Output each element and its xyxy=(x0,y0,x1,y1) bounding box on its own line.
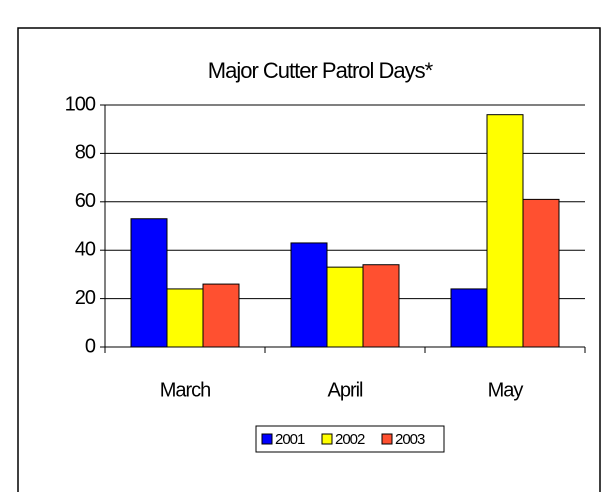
legend-label: 2003 xyxy=(395,431,425,448)
bar xyxy=(290,242,328,348)
x-tick-label: April xyxy=(327,379,363,401)
chart-title: Major Cutter Patrol Days* xyxy=(208,58,434,83)
legend-swatch xyxy=(321,433,333,445)
y-tick-label: 60 xyxy=(75,190,96,212)
legend-label: 2002 xyxy=(335,431,365,448)
y-tick-label: 100 xyxy=(65,93,96,115)
x-tick-label: May xyxy=(488,379,524,401)
legend-swatch xyxy=(381,433,393,445)
y-tick-label: 80 xyxy=(75,142,96,164)
bar xyxy=(166,288,204,348)
legend-swatch xyxy=(261,433,273,445)
y-tick-label: 0 xyxy=(85,335,96,357)
bar xyxy=(130,218,168,348)
y-tick-label: 40 xyxy=(75,238,96,260)
legend-box xyxy=(255,425,445,453)
legend-label: 2001 xyxy=(275,431,305,448)
x-tick-label: March xyxy=(160,379,211,401)
bar xyxy=(202,283,240,348)
bar xyxy=(362,264,400,348)
y-tick-label: 20 xyxy=(75,287,96,309)
bar xyxy=(450,288,488,348)
bar xyxy=(522,198,560,348)
bar xyxy=(486,114,524,348)
bar xyxy=(326,266,364,348)
